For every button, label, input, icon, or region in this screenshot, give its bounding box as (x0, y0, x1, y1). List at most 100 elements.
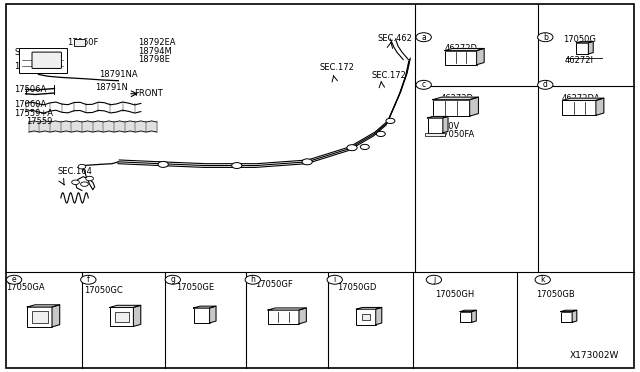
Text: SEC.164: SEC.164 (58, 167, 92, 176)
Bar (28, 307, 52, 327)
Polygon shape (561, 310, 577, 312)
Text: g: g (170, 275, 175, 284)
Polygon shape (110, 305, 141, 307)
Polygon shape (428, 116, 448, 118)
Circle shape (386, 118, 395, 124)
Text: 17559: 17559 (26, 117, 52, 126)
Polygon shape (445, 48, 484, 51)
Polygon shape (28, 305, 60, 307)
Polygon shape (472, 310, 476, 322)
Text: 46272D: 46272D (440, 94, 474, 103)
Text: 17050GB: 17050GB (536, 290, 575, 299)
Circle shape (302, 159, 312, 165)
Text: 18791N: 18791N (95, 83, 127, 92)
Text: 17050FA: 17050FA (438, 130, 475, 139)
Bar (561, 312, 572, 322)
Circle shape (158, 161, 168, 167)
Polygon shape (460, 310, 476, 312)
Text: X173002W: X173002W (570, 351, 620, 360)
Text: 17050GH: 17050GH (435, 290, 474, 299)
Circle shape (165, 275, 180, 284)
Text: j: j (433, 275, 435, 284)
Text: i: i (333, 275, 336, 284)
Text: 17050GE: 17050GE (176, 283, 214, 292)
Circle shape (86, 176, 93, 181)
Circle shape (232, 163, 242, 169)
Text: 17060F: 17060F (67, 38, 99, 47)
Bar (115, 311, 129, 323)
Text: 17050GA: 17050GA (6, 283, 45, 292)
Circle shape (347, 145, 357, 151)
Circle shape (376, 131, 385, 137)
Bar (428, 118, 443, 133)
Text: SEC.223: SEC.223 (14, 48, 49, 57)
Circle shape (426, 275, 442, 284)
Polygon shape (356, 307, 381, 309)
Polygon shape (577, 41, 593, 43)
Polygon shape (588, 41, 593, 54)
Text: c: c (422, 80, 426, 89)
Polygon shape (210, 306, 216, 323)
Text: d: d (543, 80, 548, 89)
Text: a: a (421, 33, 426, 42)
Polygon shape (433, 97, 479, 100)
Text: SEC.172: SEC.172 (320, 63, 355, 72)
Text: 17050GC: 17050GC (84, 286, 123, 295)
Circle shape (360, 144, 369, 150)
Polygon shape (376, 307, 381, 325)
Bar (577, 43, 588, 54)
Text: 17050GD: 17050GD (337, 283, 377, 292)
Polygon shape (193, 306, 216, 308)
Text: k: k (540, 275, 545, 284)
Bar (356, 309, 376, 325)
Circle shape (78, 164, 86, 169)
Text: 17060A: 17060A (14, 100, 46, 109)
Text: SEC.172: SEC.172 (371, 71, 406, 80)
Polygon shape (268, 308, 307, 310)
Polygon shape (443, 116, 448, 133)
Text: e: e (12, 275, 17, 284)
Polygon shape (596, 98, 604, 115)
Bar (268, 310, 299, 324)
Bar (19, 48, 67, 73)
Text: 46272I: 46272I (564, 56, 593, 65)
Bar (362, 314, 371, 320)
Bar (460, 312, 472, 322)
Circle shape (535, 275, 550, 284)
Text: 17060G: 17060G (14, 62, 47, 71)
Text: 18791NA: 18791NA (99, 70, 138, 79)
Circle shape (6, 275, 22, 284)
Circle shape (81, 182, 88, 186)
Polygon shape (572, 310, 577, 322)
Circle shape (538, 80, 553, 89)
Circle shape (416, 33, 431, 42)
Circle shape (327, 275, 342, 284)
Polygon shape (52, 305, 60, 327)
Polygon shape (477, 48, 484, 65)
Bar (74, 39, 85, 46)
Circle shape (72, 180, 79, 185)
Circle shape (245, 275, 260, 284)
Text: FRONT: FRONT (134, 89, 163, 98)
Polygon shape (470, 97, 479, 116)
Text: h: h (250, 275, 255, 284)
Polygon shape (299, 308, 307, 324)
Text: 17050GF: 17050GF (255, 280, 292, 289)
Bar (563, 100, 596, 115)
Text: 17060V: 17060V (428, 122, 460, 131)
Text: b: b (543, 33, 548, 42)
Text: 18792EA: 18792EA (138, 38, 175, 47)
Bar (110, 307, 133, 327)
Circle shape (538, 33, 553, 42)
Bar (445, 51, 477, 65)
Polygon shape (563, 98, 604, 100)
Text: SEC.462: SEC.462 (378, 34, 412, 43)
Text: 18794M: 18794M (138, 47, 172, 56)
FancyBboxPatch shape (32, 52, 61, 68)
Text: 46272DA: 46272DA (562, 94, 600, 103)
Text: 17506A: 17506A (14, 85, 46, 94)
Circle shape (416, 80, 431, 89)
Bar (32, 311, 47, 323)
Circle shape (81, 275, 96, 284)
Bar (425, 133, 445, 136)
